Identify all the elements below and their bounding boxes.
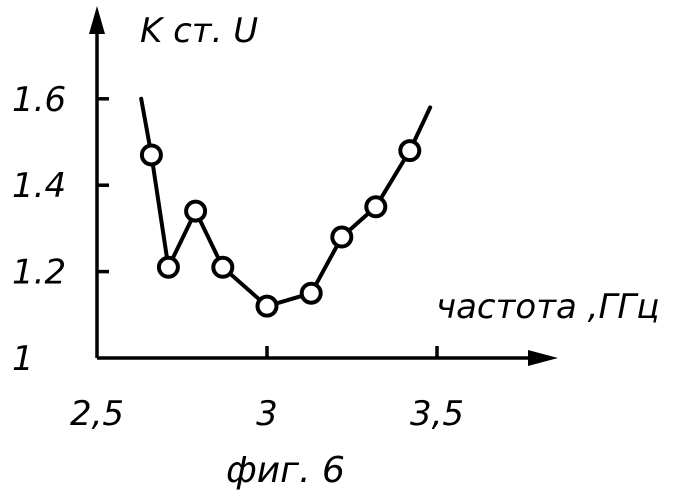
data-point [258, 297, 277, 316]
y-tick-label: 1 [12, 339, 34, 379]
y-tick-label: 1.6 [12, 80, 66, 120]
data-point [332, 228, 351, 247]
x-tick-label: 2,5 [70, 394, 124, 434]
y-axis-label: K ст. U [140, 11, 258, 51]
y-tick-label: 1.2 [12, 253, 66, 293]
data-point [366, 197, 385, 216]
y-axis-arrow [89, 6, 105, 34]
data-point [186, 202, 205, 221]
x-tick-label: 3 [256, 394, 278, 434]
data-point [400, 141, 419, 160]
data-point [159, 258, 178, 277]
data-point [213, 258, 232, 277]
series [141, 99, 430, 316]
x-axis-arrow [528, 350, 558, 366]
y-tick-label: 1.4 [12, 166, 66, 206]
data-point [302, 284, 321, 303]
x-axis-label: частота ,ГГц [436, 287, 660, 327]
data-point [142, 145, 161, 164]
series-line [141, 99, 430, 306]
x-tick-label: 3,5 [410, 394, 464, 434]
ticks: 1 1.2 1.4 1.6 2,5 3 3,5 [12, 80, 464, 434]
figure-caption: фиг. 6 [226, 450, 345, 491]
